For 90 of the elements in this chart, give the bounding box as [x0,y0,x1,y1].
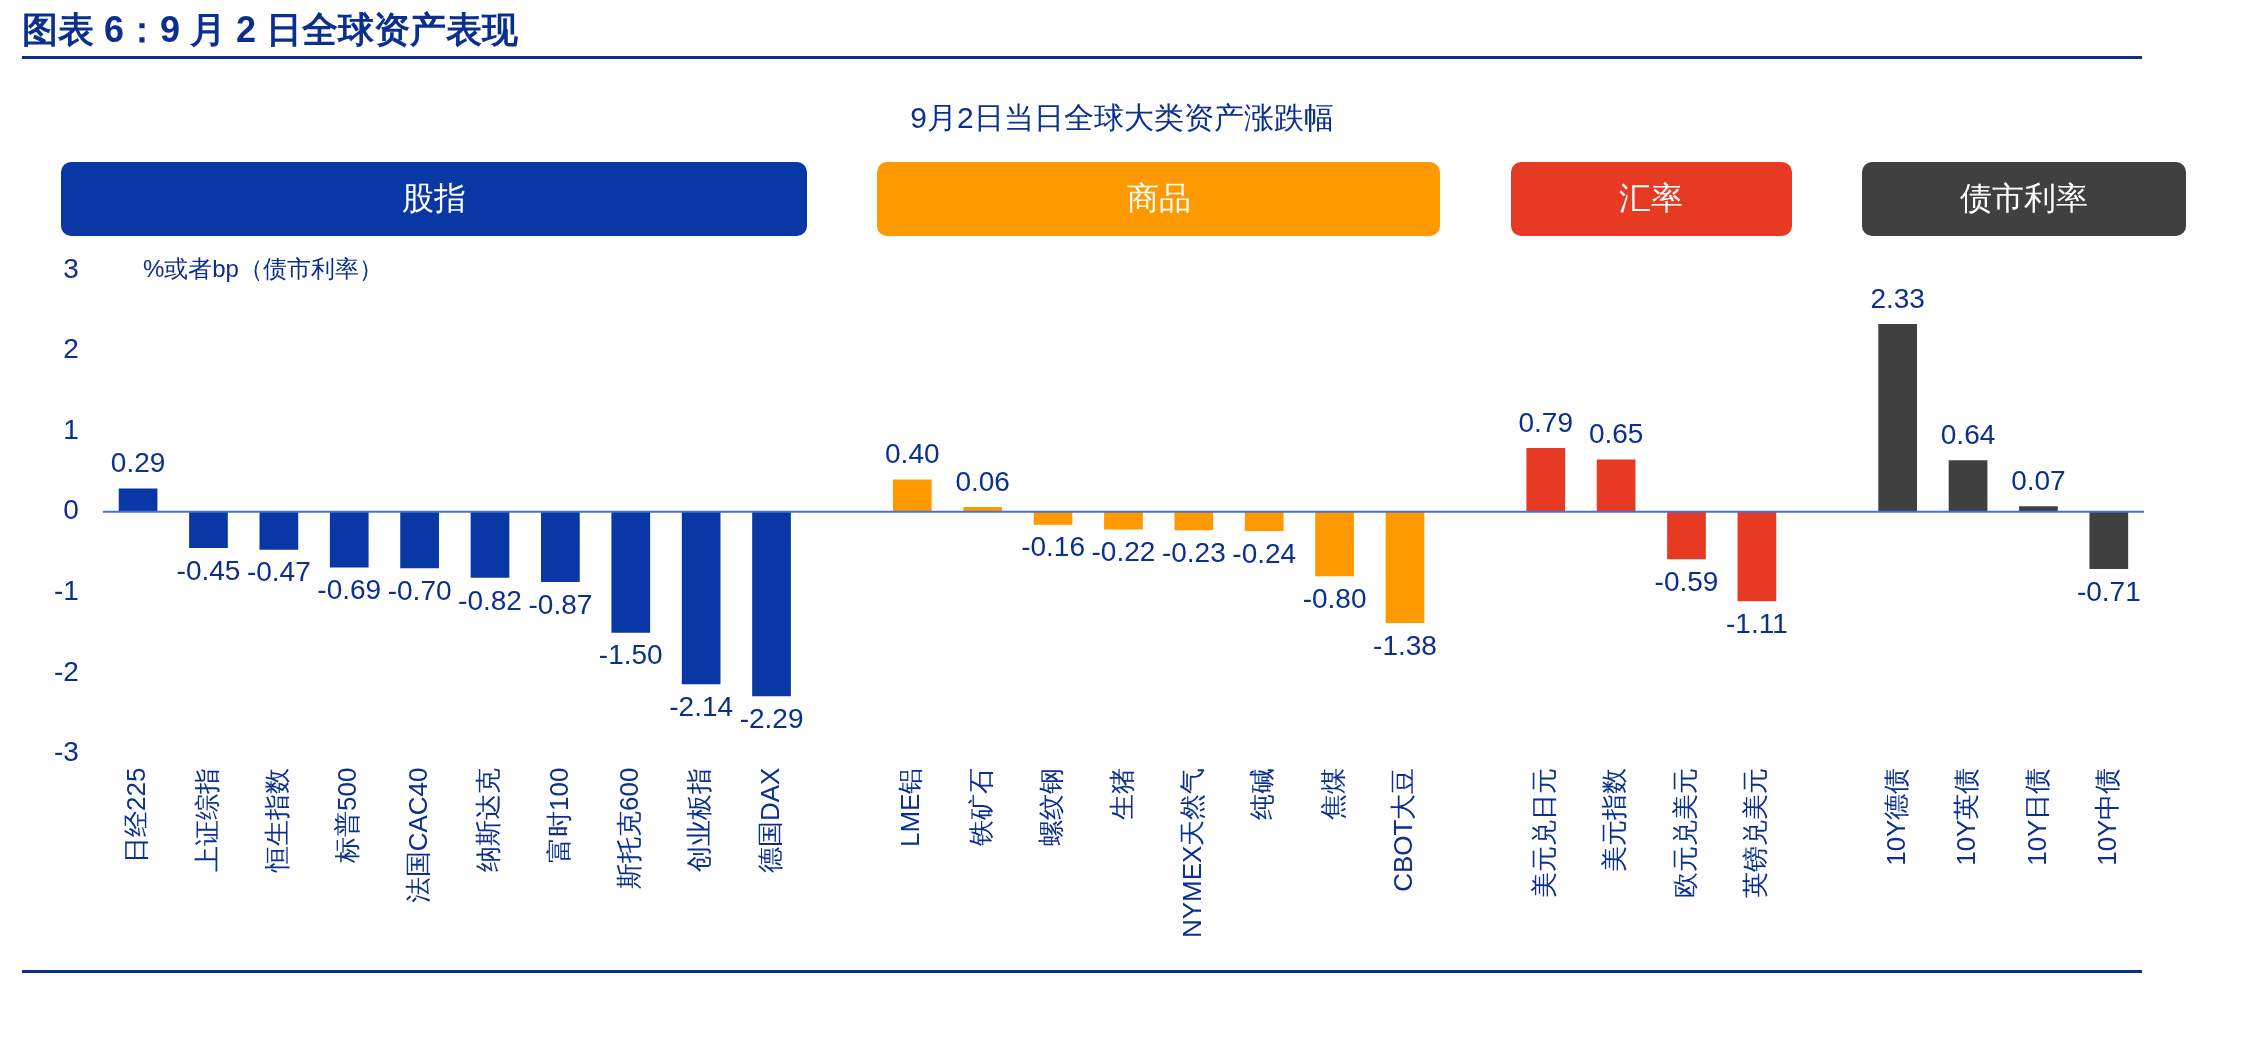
bar [189,511,228,549]
bar [1526,448,1566,512]
bar [118,488,158,512]
data-label: -0.47 [246,556,311,588]
y-tick-label: 3 [63,252,79,284]
x-tick-label: 富时100 [543,767,574,863]
data-label: 0.64 [1940,418,1996,450]
x-tick-label: 法国CAC40 [402,767,433,904]
y-tick-label: 0 [63,494,79,526]
x-tick-label: 标普500 [332,767,363,864]
data-label: -0.69 [317,574,382,606]
data-label: -0.80 [1302,582,1367,614]
data-label: -0.24 [1232,537,1297,569]
x-tick-label: CBOT大豆 [1388,767,1419,892]
data-label: -0.59 [1654,566,1719,598]
bar [892,479,932,512]
bar [1315,511,1354,577]
bar [1174,511,1214,531]
bar [681,511,721,685]
x-tick-label: 纳斯达克 [473,767,504,872]
y-tick-label: -3 [53,736,79,768]
bar [1878,324,1918,512]
x-tick-label: 美元兑日元 [1528,767,1559,898]
data-label: 0.40 [885,438,940,470]
data-label: 0.07 [2011,464,2066,496]
x-tick-label: NYMEX天然气 [1177,767,1207,939]
data-label: -1.50 [598,639,663,671]
x-tick-label: 纯碱 [1247,767,1278,820]
y-axis-title: %或者bp（债市利率） [142,254,383,282]
data-label: 0.65 [1588,418,1644,450]
x-tick-label: 德国DAX [754,767,785,874]
data-label: -0.70 [387,574,452,606]
text: 股指 [60,162,807,236]
bar [400,511,439,569]
x-tick-label: 斯托克600 [613,767,644,889]
bar [752,511,791,697]
bar [1667,511,1706,560]
chart-title: 图表 6：9 月 2 日全球资产表现 [22,8,519,52]
data-label: -0.16 [1021,531,1085,563]
data-label: -1.38 [1373,629,1437,661]
bar [329,511,369,568]
bar [611,511,651,633]
data-label: -0.45 [176,554,241,586]
text: 汇率 [1510,162,1793,236]
data-label: -0.87 [528,588,593,620]
x-tick-label: 生猪 [1106,767,1137,820]
bar [2089,511,2129,569]
bar [1948,460,1988,512]
bar [541,511,580,582]
x-tick-label: 10Y日债 [2021,767,2052,866]
data-label: -0.22 [1091,536,1156,568]
x-tick-label: 上证综指 [191,767,222,872]
bar [1104,511,1143,530]
chart-subtitle: 9月2日当日全球大类资产涨跌幅 [909,100,1335,136]
data-label: -0.82 [458,584,522,616]
x-tick-label: 10Y中债 [2091,767,2122,866]
data-label: 0.06 [955,465,1010,497]
data-label: -0.23 [1161,537,1226,569]
data-label: -2.29 [739,703,804,735]
data-label: -2.14 [669,690,734,722]
data-label: 0.29 [110,447,166,479]
data-label: 2.33 [1870,282,1925,314]
y-tick-label: -2 [53,655,79,687]
x-tick-label: LME铝 [895,767,926,848]
bar [259,511,299,550]
text: 债市利率 [1862,162,2187,236]
x-tick-label: 日经225 [121,767,152,863]
x-tick-label: 英镑兑美元 [1740,767,1771,898]
bar [470,511,510,578]
data-label: 0.79 [1518,406,1573,438]
y-tick-label: 1 [63,413,79,445]
x-tick-label: 恒生指数 [262,767,293,873]
data-label: -0.71 [2076,575,2141,607]
data-label: -1.11 [1726,607,1788,639]
text: 商品 [877,162,1441,236]
y-tick-label: 2 [63,333,79,365]
bar [1385,511,1425,623]
bar [1033,511,1073,525]
x-tick-label: 螺纹钢 [1036,767,1067,846]
x-tick-label: 10Y德债 [1880,767,1911,866]
bar [1244,511,1284,532]
x-tick-label: 焦煤 [1317,767,1348,820]
bar [1737,511,1777,602]
y-tick-label: -1 [53,575,79,607]
x-tick-label: 10Y英债 [1951,767,1982,866]
x-tick-label: 创业板指 [684,767,715,872]
x-tick-label: 欧元兑美元 [1669,767,1700,898]
x-tick-label: 美元指数 [1599,767,1630,872]
x-tick-label: 铁矿石 [965,767,996,847]
bar [1596,459,1636,512]
